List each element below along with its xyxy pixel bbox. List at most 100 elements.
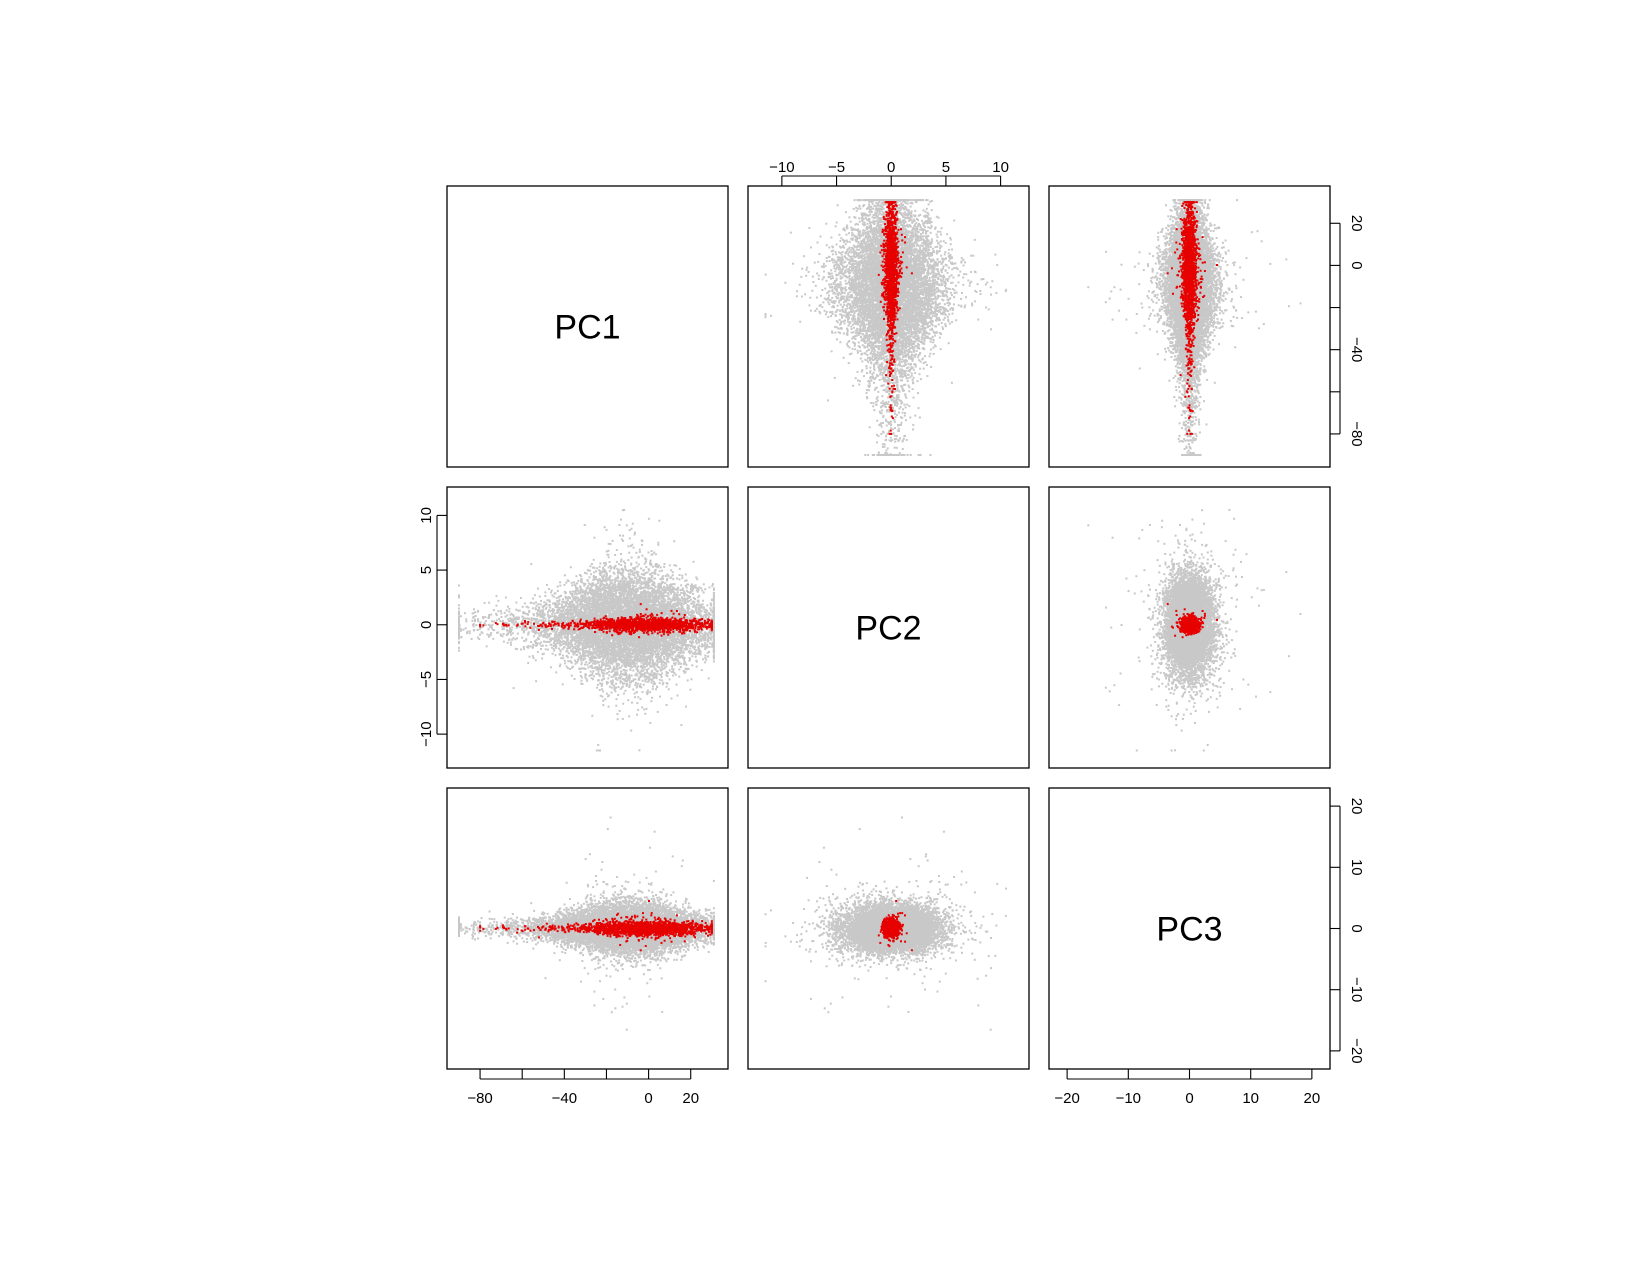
point [882,400,884,402]
point [928,316,930,318]
point [902,212,904,214]
point [918,407,920,409]
point [843,333,845,335]
point [871,211,873,213]
point [927,307,929,309]
point [885,439,887,441]
point [892,407,894,409]
point [857,371,859,373]
point [986,282,988,284]
point [836,222,838,224]
point [940,333,942,335]
point [971,303,973,305]
point [869,222,871,224]
point [869,225,871,227]
point [866,199,868,201]
point [846,234,848,236]
point [991,280,993,282]
point [931,260,933,262]
point [996,264,998,266]
point [881,395,883,397]
point [910,355,912,357]
point [974,300,976,302]
point [964,261,966,263]
diagonal-label-pc1: PC1 [554,309,620,347]
point [872,203,874,205]
point [925,361,927,363]
point [904,435,906,437]
point [870,208,872,210]
point [866,367,868,369]
point [928,203,930,205]
point [974,239,976,241]
point [930,341,932,343]
point [930,366,932,368]
point [908,390,910,392]
point [859,380,861,382]
point [879,379,881,381]
point [944,253,946,255]
point [917,199,919,201]
point [835,300,837,302]
point [796,290,798,292]
point [865,237,867,239]
point [899,399,901,401]
point [840,321,842,323]
point [917,380,919,382]
point [902,440,904,442]
point [969,285,971,287]
point [837,294,839,296]
point [835,314,837,316]
point [854,256,856,258]
point [876,420,878,422]
point [850,326,852,328]
point [980,293,982,295]
point [990,328,992,330]
point [899,361,901,363]
point [837,305,839,307]
point [903,404,905,406]
point [962,277,964,279]
point [883,384,885,386]
point [809,297,811,299]
point [808,271,810,273]
point [879,373,881,375]
point [939,295,941,297]
point [985,283,987,285]
point [826,244,828,246]
point [931,209,933,211]
point [916,244,918,246]
panel-pc1-pc1: PC1 [447,186,728,467]
point [843,357,845,359]
point [848,232,850,234]
point [927,212,929,214]
point [852,272,854,274]
point [895,438,897,440]
point [886,363,888,365]
point [826,311,828,313]
point [840,284,842,286]
point [911,216,913,218]
point [924,355,926,357]
point [823,263,825,265]
point [925,211,927,213]
point [911,199,913,201]
point [846,227,848,229]
point [946,233,948,235]
point [810,246,812,248]
point [931,238,933,240]
point [835,253,837,255]
point [824,288,826,290]
point [868,218,870,220]
point [846,328,848,330]
point [867,223,869,225]
point [830,278,832,280]
point [865,365,867,367]
point [828,295,830,297]
point [890,427,892,429]
point [900,424,902,426]
point [858,217,860,219]
point [910,454,912,456]
point [847,330,849,332]
point [934,228,936,230]
